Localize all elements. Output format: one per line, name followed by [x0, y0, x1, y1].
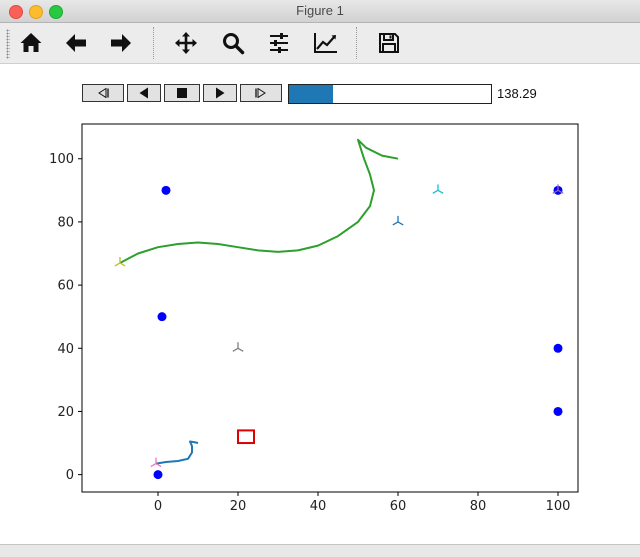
back-button[interactable] — [61, 29, 91, 57]
play-backward-icon — [139, 87, 148, 99]
window-maximize-button[interactable] — [49, 5, 63, 19]
stop-icon — [177, 88, 187, 98]
home-button[interactable] — [16, 29, 46, 57]
configure-subplots-button[interactable] — [264, 29, 294, 57]
toolbar-separator — [356, 27, 358, 59]
pan-button[interactable] — [171, 29, 201, 57]
frame-slider-fill — [289, 85, 334, 103]
frame-slider[interactable] — [288, 84, 492, 104]
window-close-button[interactable] — [9, 5, 23, 19]
last-frame-button[interactable] — [240, 84, 282, 102]
frame-slider-value: 138.29 — [497, 86, 537, 101]
line-chart-icon — [314, 33, 337, 53]
play-icon — [216, 87, 225, 99]
window-title: Figure 1 — [296, 3, 344, 18]
save-button[interactable] — [374, 29, 404, 57]
window-minimize-button[interactable] — [29, 5, 43, 19]
window-titlebar: Figure 1 — [0, 0, 640, 23]
edit-curve-button[interactable] — [311, 29, 341, 57]
toolbar-grip[interactable] — [6, 29, 10, 59]
toolbar-separator — [153, 27, 155, 59]
arrow-left-icon — [66, 34, 86, 52]
zoom-button[interactable] — [218, 29, 248, 57]
skip-back-icon — [98, 88, 109, 98]
floppy-disk-icon — [379, 33, 399, 53]
stop-button[interactable] — [164, 84, 200, 102]
skip-forward-icon — [255, 88, 266, 98]
arrow-right-icon — [111, 34, 131, 52]
first-frame-button[interactable] — [82, 84, 124, 102]
status-bar — [0, 544, 640, 557]
forward-button[interactable] — [106, 29, 136, 57]
move-icon — [175, 32, 197, 54]
home-icon — [20, 33, 42, 52]
figure-canvas[interactable] — [0, 64, 640, 544]
navigation-toolbar — [0, 23, 640, 64]
previous-frame-button[interactable] — [127, 84, 161, 102]
play-button[interactable] — [203, 84, 237, 102]
sliders-icon — [270, 33, 288, 53]
magnifier-icon — [223, 33, 245, 55]
